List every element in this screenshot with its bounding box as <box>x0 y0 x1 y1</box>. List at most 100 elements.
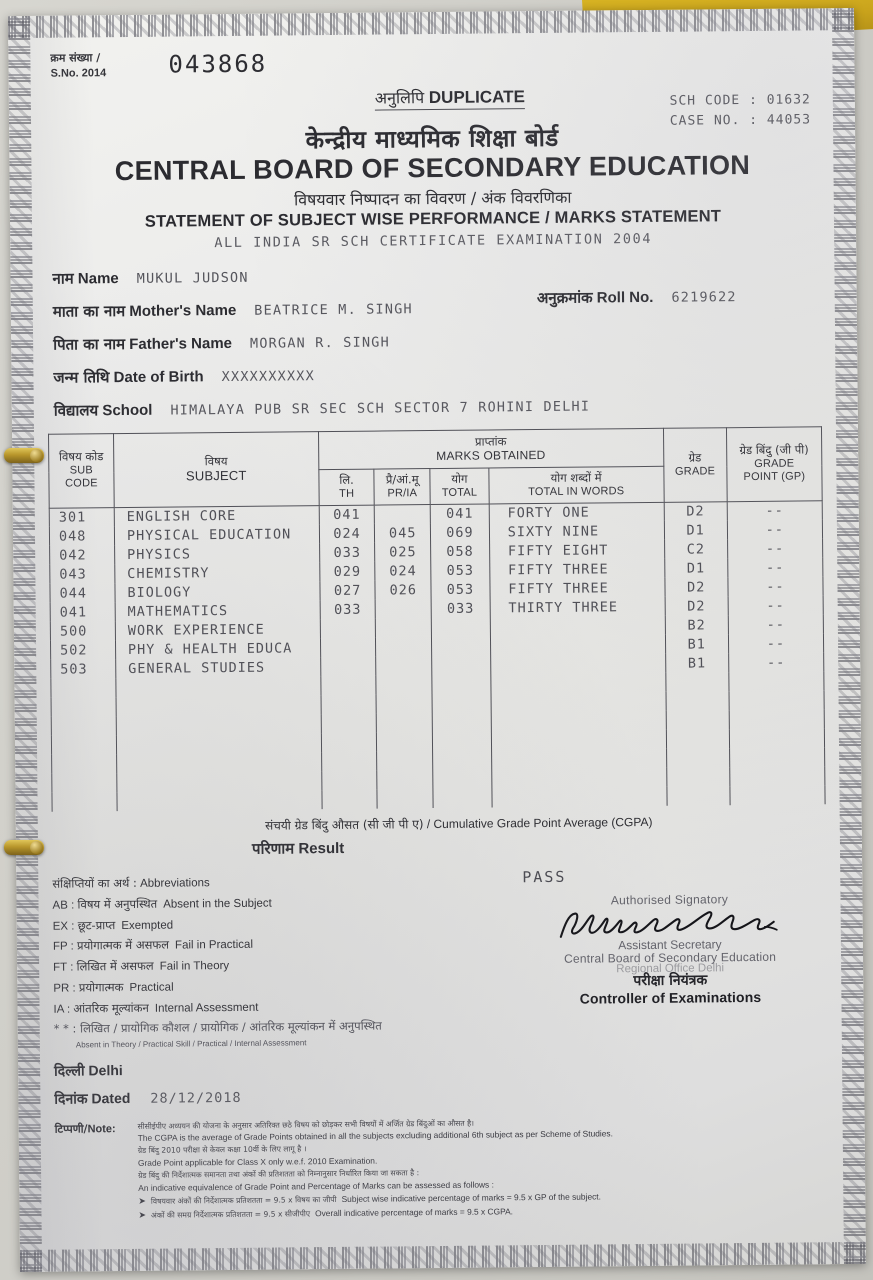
header-total-en: TOTAL <box>441 486 478 499</box>
cell-empty <box>115 676 321 698</box>
cell-empty <box>729 766 825 787</box>
note-body: सीसीईपीए अध्ययन की योजना के अनुसार अतिरि… <box>138 1116 614 1223</box>
cell-total: 053 <box>430 579 490 600</box>
field-roll-no: अनुक्रमांक Roll No. 6219622 <box>537 286 737 308</box>
cell-empty <box>321 789 378 810</box>
cell-empty <box>50 678 116 698</box>
cell-empty <box>729 785 826 806</box>
cell-pr <box>375 599 432 619</box>
field-school: विद्यालय School HIMALAYA PUB SR SEC SCH … <box>54 393 822 420</box>
cell-subject: GENERAL STUDIES <box>115 657 321 679</box>
abbreviation-code: IA <box>53 1003 64 1016</box>
abbreviation-code: FT <box>53 961 68 974</box>
header-sub-code-en1: SUB <box>69 463 93 477</box>
cell-empty <box>665 672 729 692</box>
serial-number-label-en: S.No. 2014 <box>50 66 107 80</box>
controller-label-en: Controller of Examinations <box>579 988 762 1007</box>
cell-total: 058 <box>430 541 490 562</box>
sch-code-line: SCH CODE : 01632 <box>669 92 811 109</box>
cell-pr <box>376 656 432 676</box>
school-value: HIMALAYA PUB SR SEC SCH SECTOR 7 ROHINI … <box>170 398 591 419</box>
header-subject-hi: विषय <box>204 453 228 468</box>
result-label-en: Result <box>298 839 345 858</box>
note-bullet1-hi: विषयवार अंकों की निर्देशात्मक प्रतिशतता … <box>150 1194 337 1206</box>
abbreviation-text-hi: प्रयोगात्मक <box>78 979 124 995</box>
header-grade-hi: ग्रेड <box>688 450 702 465</box>
cell-th: 041 <box>318 504 375 525</box>
abbreviation-code: EX <box>52 920 69 933</box>
field-name: नाम Name MUKUL JUDSON <box>52 261 820 288</box>
cell-grade: D2 <box>664 577 728 597</box>
cell-empty <box>377 789 434 809</box>
cell-words: THIRTY THREE <box>489 596 665 618</box>
note-bullet2-en: Overall indicative percentage of marks =… <box>315 1206 514 1219</box>
cell-grade: B1 <box>665 653 729 673</box>
cell-pr <box>374 504 431 524</box>
abbreviation-text-hi: लिखित में असफल <box>76 958 154 974</box>
signature-block: Authorised Signatory Assistant Secretary… <box>524 891 815 1007</box>
marks-table-body: 301 ENGLISH CORE 041 041 FORTY ONE D2 -- 048 PHY… <box>49 500 826 812</box>
cell-empty <box>51 697 117 717</box>
cell-empty <box>432 731 492 752</box>
cell-empty <box>666 767 730 787</box>
cell-gp: -- <box>727 595 824 616</box>
roll-label-en: Roll No. <box>596 288 654 307</box>
cell-empty <box>490 691 666 713</box>
title-block: केन्द्रीय माध्यमिक शिक्षा बोर्ड CENTRAL … <box>45 118 820 252</box>
cell-gp: -- <box>727 576 824 597</box>
cell-empty <box>116 790 322 812</box>
result-label-hi: परिणाम <box>251 839 295 858</box>
header-subject: विषय SUBJECT <box>113 431 319 508</box>
cell-gp: -- <box>727 557 823 578</box>
abbreviation-code: AB <box>52 899 68 912</box>
abbreviation-separator: : <box>68 919 78 933</box>
school-label-hi: विद्यालय <box>53 401 99 420</box>
cell-empty <box>491 729 667 751</box>
cell-gp: -- <box>728 652 824 673</box>
binder-fastener-top <box>4 448 44 463</box>
cell-total: 033 <box>431 598 491 619</box>
cell-total <box>431 617 491 638</box>
cell-words: SIXTY NINE <box>489 520 665 542</box>
cell-total: 069 <box>430 522 490 543</box>
school-label: विद्यालय School <box>54 400 153 421</box>
cell-empty <box>376 675 433 695</box>
header-th-en: TH <box>339 487 355 500</box>
cell-empty <box>51 735 117 755</box>
cell-empty <box>432 750 492 771</box>
cell-words <box>490 615 665 637</box>
roll-value: 6219622 <box>671 289 737 306</box>
father-value: MORGAN R. SINGH <box>249 334 390 352</box>
abbreviation-code: FP <box>52 940 68 953</box>
roll-label: अनुक्रमांक Roll No. <box>537 287 654 308</box>
cell-th: 024 <box>319 523 375 544</box>
header-gp-en1: GRADE <box>754 457 795 470</box>
cell-code: 042 <box>49 545 115 565</box>
cell-grade: B1 <box>664 634 729 654</box>
cell-empty <box>377 770 433 790</box>
dob-label: जन्म तिथि Date of Birth <box>53 366 203 387</box>
cell-th: 029 <box>319 561 376 582</box>
cell-th: 033 <box>319 599 376 620</box>
cell-empty <box>320 675 377 696</box>
cgpa-label-hi: संचयी ग्रेड बिंदु औसत (सी जी पी ए) <box>265 817 424 833</box>
cell-empty <box>729 709 825 730</box>
header-total-hi: योग <box>451 472 468 487</box>
cell-words <box>490 653 666 675</box>
result-value: PASS <box>522 867 567 887</box>
cell-subject: ENGLISH CORE <box>114 505 320 527</box>
abbreviation-text-en: Fail in Practical <box>174 939 254 952</box>
cell-grade: B2 <box>664 615 729 635</box>
cell-code: 500 <box>50 621 116 641</box>
binder-fastener-bottom <box>4 840 44 855</box>
arrow-icon: ➤ <box>138 1195 146 1206</box>
cell-empty <box>51 716 117 736</box>
cell-empty <box>491 748 667 770</box>
cell-code: 044 <box>49 583 116 603</box>
cell-empty <box>376 751 433 771</box>
cell-total <box>431 636 491 657</box>
cell-th <box>320 656 377 677</box>
examination-name: ALL INDIA SR SCH CERTIFICATE EXAMINATION… <box>214 230 653 252</box>
cell-total: 041 <box>430 503 490 524</box>
cell-empty <box>51 754 117 774</box>
